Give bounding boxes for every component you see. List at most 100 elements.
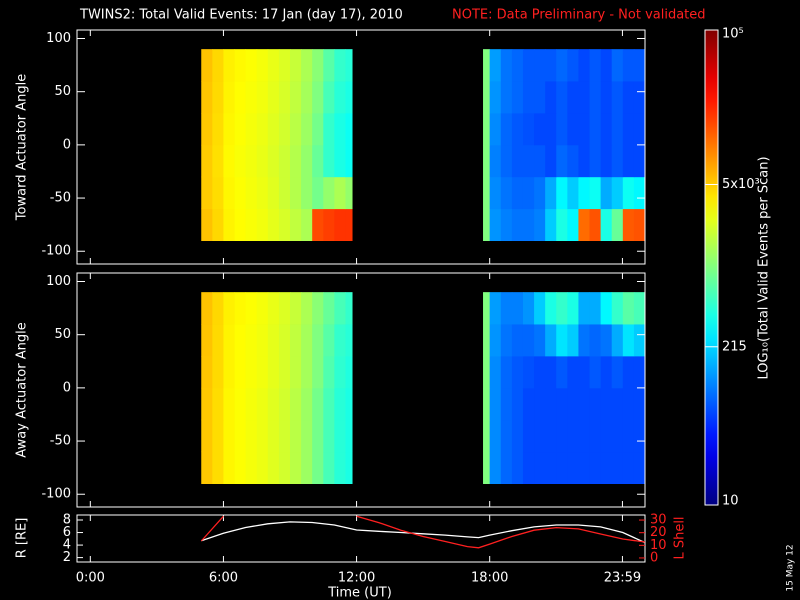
y-tick-label: 6 <box>63 525 71 540</box>
heatmap-cell <box>290 451 302 484</box>
heatmap-cell <box>256 355 269 389</box>
heatmap-cell <box>301 81 313 114</box>
colorbar-tick-label: 215 <box>722 339 747 354</box>
heatmap-cell <box>500 81 513 114</box>
heatmap-cell <box>201 208 213 241</box>
heatmap-cell <box>483 49 491 82</box>
heatmap-cell <box>483 176 491 210</box>
heatmap-cell <box>600 419 613 453</box>
heatmap-cell <box>234 144 247 178</box>
heatmap-cell <box>245 355 258 389</box>
heatmap-cell <box>267 112 280 146</box>
x-tick-label: 23:59 <box>604 571 641 586</box>
heatmap-cell <box>312 292 324 325</box>
y-tick-label: 8 <box>63 513 71 528</box>
heatmap-cell <box>483 208 491 241</box>
heatmap-cell <box>223 112 235 146</box>
heatmap-cell <box>522 387 535 421</box>
heatmap-cell <box>212 451 224 484</box>
plot-frame <box>76 29 646 265</box>
heatmap-cell <box>234 292 247 325</box>
x-tick-label: 0:00 <box>76 571 105 586</box>
heatmap-cell <box>267 208 280 241</box>
heatmap-cell <box>223 208 235 241</box>
heatmap-cell <box>234 176 247 210</box>
y-tick-label: 50 <box>54 327 71 342</box>
heatmap-cell <box>622 419 635 453</box>
heatmap-cell <box>267 355 280 389</box>
heatmap-cell <box>522 451 535 484</box>
heatmap-cell <box>345 49 353 82</box>
y-tick-label: 50 <box>54 84 71 99</box>
heatmap-cell <box>267 387 280 421</box>
heatmap-cell <box>500 387 513 421</box>
colorbar <box>704 29 719 506</box>
heatmap-cell <box>545 144 557 178</box>
heatmap-cell <box>301 176 313 210</box>
colorbar-tick-label: 5x10³ <box>722 177 760 192</box>
heatmap-cell <box>267 81 280 114</box>
heatmap-cell <box>201 387 213 421</box>
heatmap-cell <box>545 355 557 389</box>
heatmap-cell <box>589 387 602 421</box>
heatmap-cell <box>556 176 568 210</box>
heatmap-cell <box>201 419 213 453</box>
heatmap-cell <box>556 324 568 357</box>
heatmap-cell <box>345 419 353 453</box>
colorbar-label: LOG₁₀(Total Valid Events per Scan) <box>757 156 772 379</box>
heatmap-cell <box>578 49 590 82</box>
heatmap-cell <box>245 324 258 357</box>
heatmap-cell <box>511 49 524 82</box>
heatmap-cell <box>600 112 613 146</box>
heatmap-cell <box>290 112 302 146</box>
heatmap-cell <box>267 419 280 453</box>
heatmap-cell <box>589 355 602 389</box>
y-tick-label: 2 <box>63 550 71 565</box>
heatmap-cell <box>578 292 590 325</box>
heatmap-cell <box>511 176 524 210</box>
heatmap-cell <box>511 81 524 114</box>
heatmap-cell <box>212 49 224 82</box>
heatmap-cell <box>633 208 646 241</box>
heatmap-cell <box>545 324 557 357</box>
heatmap-cell <box>234 355 247 389</box>
heatmap-cell <box>234 324 247 357</box>
heatmap-cell <box>511 419 524 453</box>
heatmap-cell <box>201 355 213 389</box>
heatmap-cell <box>278 81 291 114</box>
heatmap-cell <box>483 419 491 453</box>
heatmap-cell <box>567 292 579 325</box>
heatmap-cell <box>589 81 602 114</box>
heatmap-cell <box>500 112 513 146</box>
heatmap-cell <box>600 324 613 357</box>
heatmap-cell <box>278 176 291 210</box>
heatmap-cell <box>633 176 646 210</box>
heatmap-cell <box>622 144 635 178</box>
heatmap-cell <box>278 324 291 357</box>
heatmap-cell <box>500 324 513 357</box>
heatmap-cell <box>201 144 213 178</box>
heatmap-cell <box>534 144 546 178</box>
heatmap-cell <box>556 387 568 421</box>
heatmap-cell <box>278 419 291 453</box>
heatmap-cell <box>600 81 613 114</box>
heatmap-cell <box>345 176 353 210</box>
chart-title: TWINS2: Total Valid Events: 17 Jan (day … <box>79 8 403 23</box>
heatmap-cell <box>633 355 646 389</box>
heatmap-cell <box>334 208 346 241</box>
heatmap-cell <box>301 355 313 389</box>
heatmap-cell <box>201 324 213 357</box>
heatmap-cell <box>567 81 579 114</box>
heatmap-cell <box>245 419 258 453</box>
heatmap-cell <box>201 292 213 325</box>
heatmap-cell <box>511 355 524 389</box>
heatmap-cell <box>534 112 546 146</box>
heatmap-cell <box>334 387 346 421</box>
heatmap-cell <box>245 176 258 210</box>
heatmap-cell <box>323 419 335 453</box>
heatmap-cell <box>611 144 624 178</box>
heatmap-cell <box>534 49 546 82</box>
heatmap-cell <box>622 324 635 357</box>
heatmap-cell <box>334 324 346 357</box>
heatmap-cell <box>334 451 346 484</box>
